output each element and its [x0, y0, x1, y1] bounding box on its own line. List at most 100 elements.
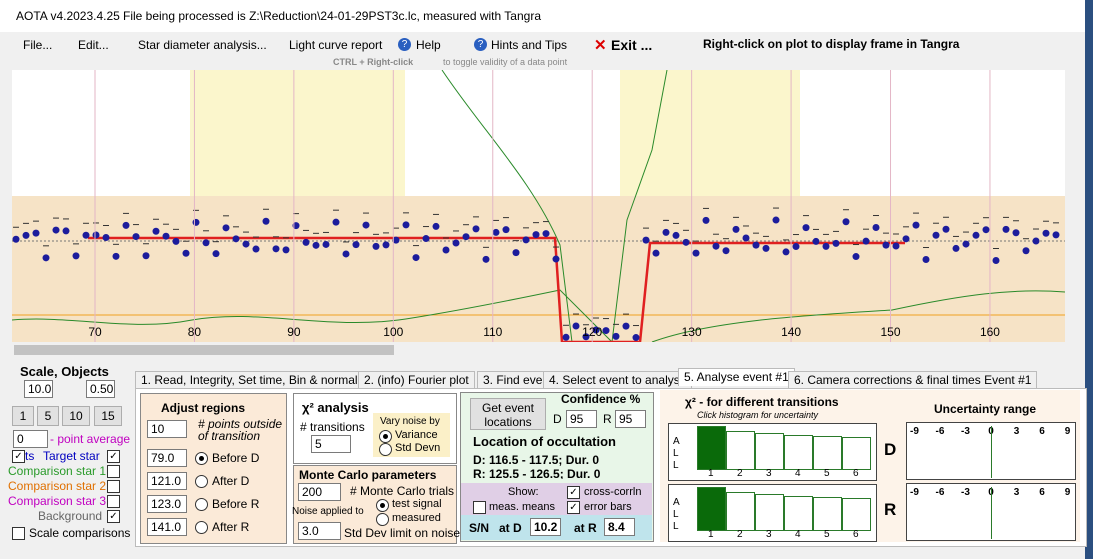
btn-5[interactable]: 5	[37, 406, 59, 426]
checkbox[interactable]: ✓	[567, 501, 580, 514]
plot-hint: to toggle validity of a data point	[443, 57, 568, 67]
limit-input[interactable]: 3.0	[298, 522, 341, 540]
data-point	[1052, 231, 1060, 239]
conf-r[interactable]: 95	[615, 410, 646, 428]
radio[interactable]	[195, 521, 208, 534]
hist-bar	[726, 492, 755, 531]
checkbox[interactable]	[473, 501, 486, 514]
menu-hints[interactable]: Hints and Tips	[491, 38, 568, 52]
data-point	[402, 221, 410, 229]
data-point	[622, 322, 630, 330]
data-point	[872, 224, 880, 232]
uncertainty-d: -9-6-30369	[906, 422, 1076, 480]
scroll-thumb[interactable]	[14, 345, 394, 355]
menu-exit[interactable]: Exit ...	[611, 37, 653, 53]
checkbox[interactable]	[107, 480, 120, 493]
x-tick-label: 120	[582, 325, 602, 339]
menu-edit[interactable]: Edit...	[78, 38, 109, 52]
region-value[interactable]: 79.0	[147, 449, 187, 467]
menu-help[interactable]: Help	[416, 38, 441, 52]
radio[interactable]	[376, 499, 389, 512]
plot-hint-key: CTRL + Right-click	[333, 57, 414, 67]
get-event-button[interactable]: Get event locations	[470, 398, 546, 430]
bin-label: 6	[853, 529, 859, 540]
conf-d[interactable]: 95	[566, 410, 597, 428]
menu-star-diameter[interactable]: Star diameter analysis...	[138, 38, 267, 52]
data-point	[472, 225, 480, 233]
object-comp1: Comparison star 1	[8, 464, 107, 478]
data-point	[342, 250, 350, 258]
data-point	[312, 241, 320, 249]
radio[interactable]	[379, 443, 392, 456]
trials-input[interactable]: 200	[298, 483, 341, 501]
scale-y[interactable]: 0.50	[86, 380, 115, 398]
bin-label: 3	[766, 529, 772, 540]
checkbox[interactable]: ✓	[107, 450, 120, 463]
range-tick: 9	[1064, 426, 1071, 437]
confidence-title: Confidence %	[561, 392, 641, 406]
radio[interactable]	[376, 513, 389, 526]
data-point	[572, 322, 580, 330]
data-point	[962, 240, 970, 248]
hist-subtitle: Click histogram for uncertainty	[697, 410, 819, 420]
checkbox[interactable]	[107, 465, 120, 478]
hist-bar	[813, 496, 842, 531]
checkbox[interactable]: ✓	[567, 486, 580, 499]
menu-report[interactable]: Light curve report	[289, 38, 383, 52]
light-curve-plot[interactable]: 70 80 90 100 110 120 130 140 150 160	[12, 70, 1065, 342]
bin-label: 3	[766, 468, 772, 479]
region-label: Before D	[212, 451, 260, 465]
data-point	[412, 254, 420, 262]
hints-icon: ?	[474, 38, 487, 51]
radio[interactable]	[195, 498, 208, 511]
region-value[interactable]: 121.0	[147, 472, 187, 490]
range-tick: 3	[1013, 426, 1020, 437]
histogram-r[interactable]: ALL 1 2 3 4 5 6	[668, 484, 877, 542]
bin-label: 6	[853, 468, 859, 479]
radio[interactable]	[195, 452, 208, 465]
points-input[interactable]: 10	[147, 420, 187, 438]
hist-bar	[813, 435, 842, 470]
data-point	[162, 232, 170, 240]
data-point	[852, 253, 860, 261]
btn-10[interactable]: 10	[62, 406, 90, 426]
all-label: ALL	[673, 497, 680, 532]
x-tick-label: 100	[383, 325, 403, 339]
btn-1[interactable]: 1	[12, 406, 34, 426]
checkbox[interactable]: ✓	[12, 450, 25, 463]
radio[interactable]	[379, 430, 392, 443]
tan-band	[12, 196, 1065, 342]
data-point	[652, 249, 660, 257]
transitions-input[interactable]: 5	[311, 435, 351, 453]
btn-15[interactable]: 15	[94, 406, 122, 426]
yellow-band	[190, 70, 405, 196]
scale-x[interactable]: 10.0	[24, 380, 53, 398]
bin-label: 5	[824, 468, 830, 479]
hist-bar	[697, 426, 726, 470]
data-point	[642, 236, 650, 244]
error-bars: error bars	[584, 501, 632, 513]
checkbox[interactable]	[107, 495, 120, 508]
data-point	[562, 333, 570, 341]
tab-active[interactable]: 5. Analyse event #1	[678, 368, 795, 386]
limit-label: Std Dev limit on noise	[344, 526, 461, 540]
bin-label: 1	[708, 529, 714, 540]
checkbox[interactable]: ✓	[107, 510, 120, 523]
tab[interactable]: 4. Select event to analyse	[543, 371, 693, 390]
histogram-d[interactable]: ALL 1 2 3 4 5 6	[668, 423, 877, 481]
tab[interactable]: 2. (info) Fourier plot	[358, 371, 475, 390]
data-point	[432, 222, 440, 230]
data-point	[842, 218, 850, 226]
data-point	[482, 255, 490, 263]
region-value[interactable]: 141.0	[147, 518, 187, 536]
average-select[interactable]: 0	[13, 430, 48, 448]
data-point	[322, 240, 330, 248]
checkbox[interactable]	[12, 527, 25, 540]
hist-bar	[755, 433, 784, 470]
data-point	[952, 244, 960, 252]
region-value[interactable]: 123.0	[147, 495, 187, 513]
radio[interactable]	[195, 475, 208, 488]
data-point	[672, 231, 680, 239]
tab[interactable]: 6. Camera corrections & final times Even…	[788, 371, 1038, 390]
menu-file[interactable]: File...	[23, 38, 53, 52]
